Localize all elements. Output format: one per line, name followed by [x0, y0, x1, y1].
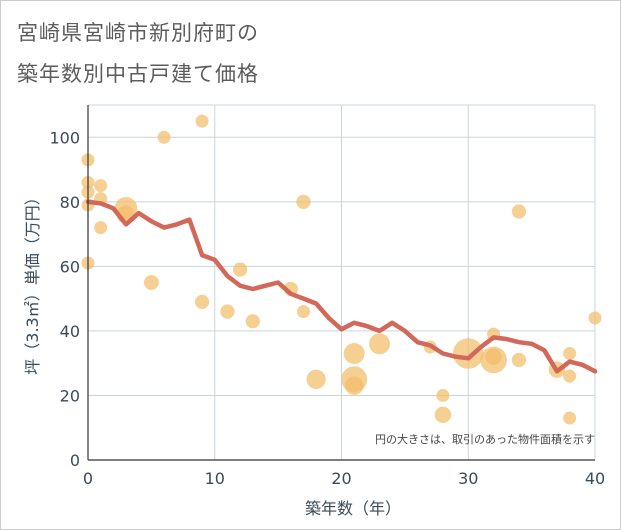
data-bubble: [232, 262, 248, 277]
data-bubble: [245, 314, 260, 329]
data-bubble: [343, 343, 365, 364]
data-bubble: [434, 406, 452, 424]
data-bubble: [511, 352, 527, 368]
bubble-size-note: 円の大きさは、取引のあった物件面積を示す: [375, 432, 595, 446]
data-bubble: [563, 411, 577, 425]
chart-title-line-1: 宮崎県宮崎市新別府町の: [17, 21, 259, 45]
grid-lines: [88, 104, 596, 460]
data-bubble: [94, 221, 108, 235]
data-bubble: [511, 204, 527, 219]
y-tick-label: 0: [70, 451, 80, 470]
data-bubble: [296, 194, 311, 209]
x-axis-label: 築年数（年）: [305, 499, 401, 518]
data-bubble: [94, 179, 108, 193]
data-bubble: [453, 338, 484, 369]
tick-labels: 0 20 40 60 80 100 0 10 20 30 40: [49, 128, 605, 488]
data-bubble: [563, 369, 577, 383]
data-bubble: [157, 130, 171, 144]
chart-title-line-2: 築年数別中古戸建て価格: [17, 62, 259, 86]
y-tick-label: 20: [60, 386, 80, 405]
x-tick-label: 40: [585, 469, 605, 488]
data-bubble: [436, 388, 450, 402]
data-bubble: [480, 346, 507, 374]
data-bubble: [220, 304, 235, 319]
data-bubble: [143, 275, 159, 290]
axes: [87, 105, 595, 461]
x-tick-label: 20: [331, 469, 351, 488]
y-tick-label: 100: [49, 128, 80, 147]
data-bubble: [588, 311, 602, 325]
data-bubble: [563, 347, 577, 360]
y-tick-label: 60: [60, 257, 80, 276]
data-bubble: [194, 294, 210, 309]
data-bubble: [369, 333, 391, 355]
y-tick-label: 80: [60, 193, 80, 212]
data-bubble: [344, 376, 364, 395]
data-bubble: [195, 114, 209, 128]
y-tick-label: 40: [60, 322, 80, 341]
trend-line-layer: [85, 199, 598, 374]
data-bubble: [296, 305, 310, 319]
x-tick-label: 10: [205, 469, 225, 488]
y-axis-label: 坪（3.3㎡）単価（万円）: [23, 189, 42, 374]
average-trend-line: [85, 199, 598, 374]
x-tick-label: 30: [458, 469, 478, 488]
data-bubble: [306, 369, 326, 389]
x-tick-label: 0: [83, 469, 93, 488]
